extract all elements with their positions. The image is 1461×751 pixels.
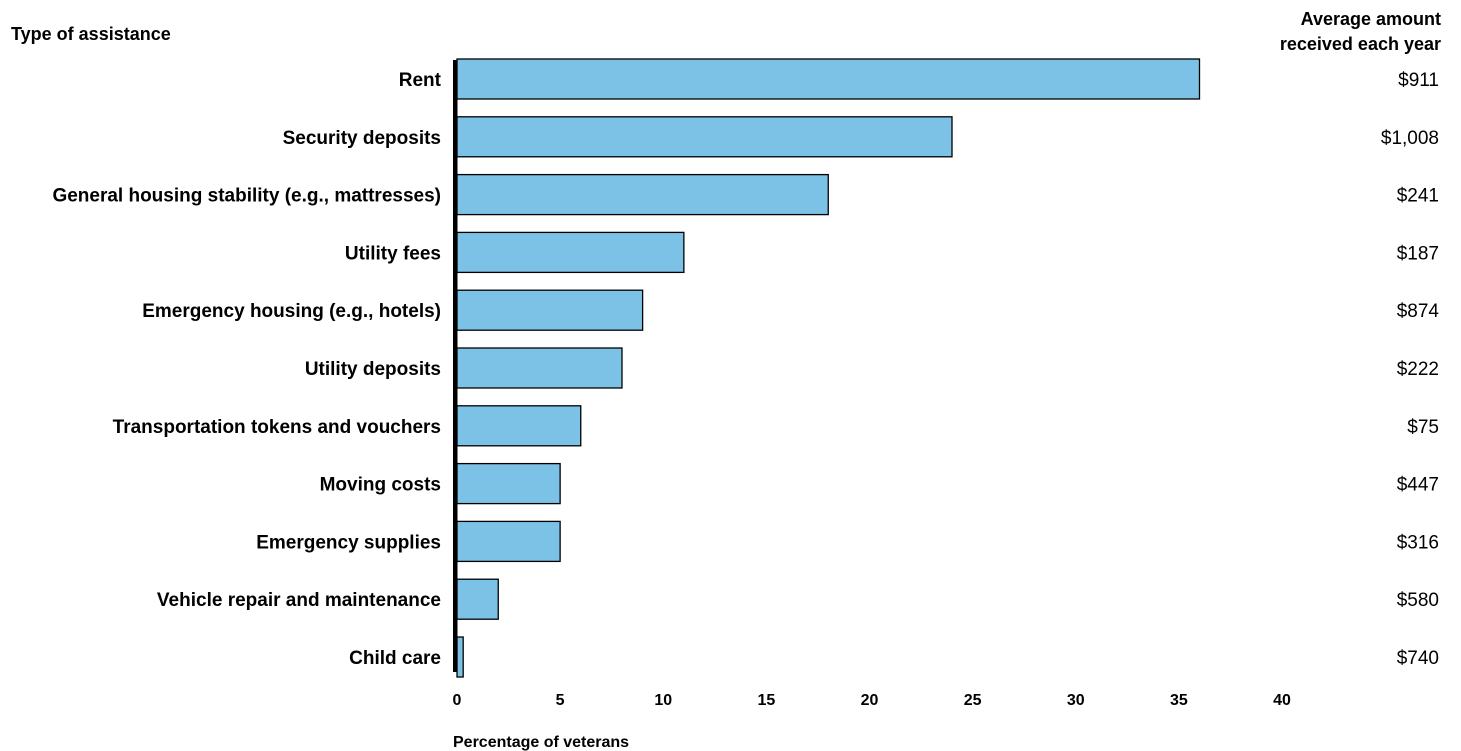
bar-security-deposits (456, 116, 953, 158)
y-axis-line (453, 60, 458, 672)
bar-transportation-tokens-and-vouchers (456, 405, 582, 447)
amount-label-rent: $911 (1398, 70, 1439, 91)
bar-moving-costs (456, 462, 561, 505)
category-label-security-deposits: Security deposits (283, 128, 441, 149)
bar-general-housing-stability-e-g-mattresses (456, 173, 829, 216)
bar-utility-fees (456, 231, 685, 274)
bar-emergency-housing-e-g-hotels (456, 289, 644, 331)
bar-utility-deposits (456, 347, 623, 389)
x-tick-label-40: 40 (1273, 692, 1291, 709)
category-label-emergency-supplies: Emergency supplies (256, 532, 441, 553)
bar-vehicle-repair-and-maintenance (456, 578, 499, 620)
amount-label-utility-fees: $187 (1397, 243, 1439, 264)
amount-label-vehicle-repair-and-maintenance: $580 (1397, 590, 1439, 611)
amount-label-child-care: $740 (1397, 648, 1439, 669)
category-label-rent: Rent (399, 70, 442, 91)
x-tick-labels-group: 0 5 10 15 20 25 30 35 40 (453, 692, 1291, 709)
x-tick-label-35: 35 (1170, 692, 1188, 709)
bar-emergency-supplies (456, 520, 561, 563)
amount-label-utility-deposits: $222 (1397, 359, 1439, 380)
x-tick-label-20: 20 (861, 692, 879, 709)
x-tick-label-15: 15 (757, 692, 775, 709)
amount-column-header-line-2: received each year (1280, 34, 1441, 54)
category-column-header: Type of assistance (11, 24, 171, 44)
amount-label-security-deposits: $1,008 (1381, 128, 1439, 149)
bar-child-care (456, 636, 464, 678)
category-label-transportation-tokens-and-vouchers: Transportation tokens and vouchers (113, 417, 441, 438)
bar-rent (456, 58, 1201, 100)
amount-labels-group: $911 $1,008 $241 $187 $874 $222 $75 $447 $316 $58… (1381, 70, 1440, 669)
x-tick-label-5: 5 (556, 692, 565, 709)
category-label-child-care: Child care (349, 648, 441, 669)
x-tick-label-0: 0 (453, 692, 462, 709)
category-labels-group: Rent Security deposits General housing sta… (52, 70, 441, 669)
x-axis-title: Percentage of veterans (453, 734, 629, 751)
x-tick-label-10: 10 (654, 692, 672, 709)
category-label-emergency-housing-e-g-hotels: Emergency housing (e.g., hotels) (142, 301, 441, 322)
bars-group (456, 58, 1201, 678)
amount-column-header-line-1: Average amount (1301, 9, 1441, 29)
amount-label-emergency-housing-e-g-hotels: $874 (1397, 301, 1440, 322)
amount-label-moving-costs: $447 (1397, 475, 1439, 496)
amount-label-emergency-supplies: $316 (1397, 532, 1439, 553)
amount-label-transportation-tokens-and-vouchers: $75 (1407, 417, 1439, 438)
category-label-utility-fees: Utility fees (345, 243, 441, 264)
category-label-moving-costs: Moving costs (320, 475, 441, 496)
x-tick-label-25: 25 (964, 692, 982, 709)
x-tick-label-30: 30 (1067, 692, 1085, 709)
amount-label-general-housing-stability-e-g-mattresses: $241 (1397, 186, 1439, 207)
category-label-vehicle-repair-and-maintenance: Vehicle repair and maintenance (157, 590, 441, 611)
category-label-general-housing-stability-e-g-mattresses: General housing stability (e.g., mattres… (52, 186, 441, 207)
category-label-utility-deposits: Utility deposits (305, 359, 441, 380)
